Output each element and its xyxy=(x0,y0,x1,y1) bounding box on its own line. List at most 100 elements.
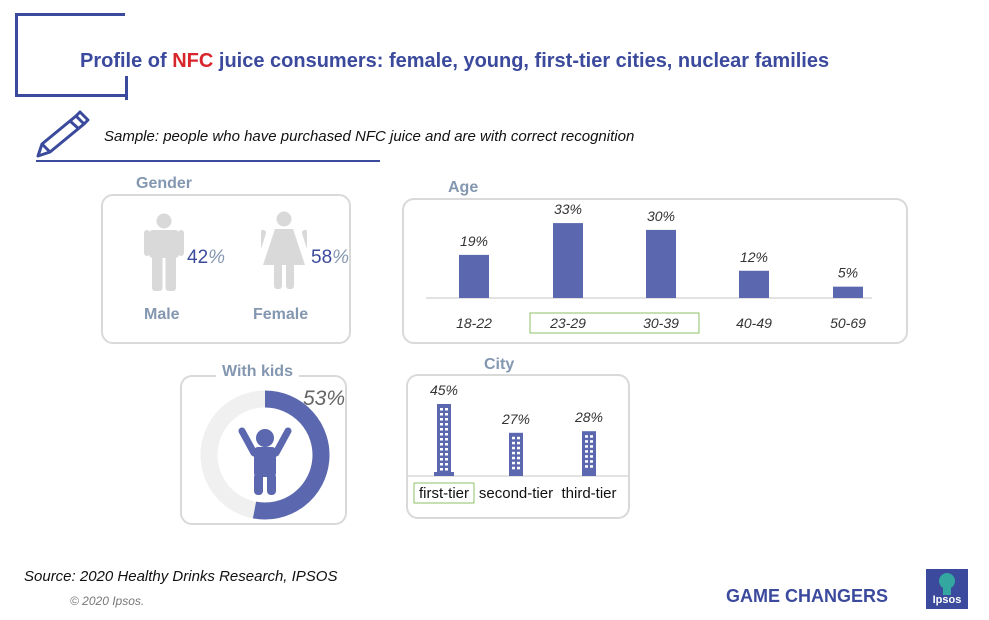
building-window xyxy=(440,453,443,456)
age-value-label-30-39: 30% xyxy=(647,208,675,224)
donut-slice-with-kids xyxy=(252,390,330,520)
building-window xyxy=(585,465,588,468)
city-title: City xyxy=(478,356,521,374)
building-window xyxy=(585,445,588,448)
age-tick-label-30-39: 30-39 xyxy=(643,315,679,331)
city-chart: 45% first-tier 27% second-tier 28% third-tier xyxy=(408,382,628,504)
age-tick-label-18-22: 18-22 xyxy=(456,315,492,331)
city-bar-second-tier xyxy=(509,432,523,476)
age-bar-30-39 xyxy=(646,229,676,298)
age-title: Age xyxy=(442,179,485,197)
building-window xyxy=(517,436,520,440)
age-panel xyxy=(402,198,908,344)
building-window xyxy=(590,440,593,443)
building-window xyxy=(440,413,443,416)
building-window xyxy=(445,453,448,456)
building-window xyxy=(440,458,443,461)
kids-percent: 53% xyxy=(303,387,346,410)
source-note: Source: 2020 Healthy Drinks Research, IP… xyxy=(24,568,338,585)
city-building-second-tier xyxy=(509,432,523,476)
kids-donut-chart xyxy=(200,390,330,520)
age-bar-23-29 xyxy=(553,223,583,298)
ipsos-logo: Ipsos xyxy=(926,569,968,609)
building-window xyxy=(517,466,520,470)
building-window xyxy=(440,438,443,441)
building-window xyxy=(445,418,448,421)
title-suffix: juice consumers: female, young, first-ti… xyxy=(213,50,830,72)
title-frame xyxy=(15,13,128,100)
city-tick-label-first-tier: first-tier xyxy=(419,485,469,502)
age-tick-label-23-29: 23-29 xyxy=(549,315,586,331)
building-window xyxy=(440,448,443,451)
tagline: GAME CHANGERS xyxy=(726,586,889,606)
male-label: Male xyxy=(144,306,180,323)
logo-text: Ipsos xyxy=(932,594,962,606)
city-tick-label-third-tier: third-tier xyxy=(561,485,616,502)
building-window xyxy=(445,458,448,461)
city-building-first-tier xyxy=(437,404,451,476)
building-window xyxy=(440,433,443,436)
building-window xyxy=(517,441,520,445)
building-window xyxy=(512,456,515,460)
building-window xyxy=(590,450,593,453)
logo-mark-icon xyxy=(939,573,955,595)
female-icon xyxy=(261,211,307,289)
male-percent-unit: % xyxy=(208,247,226,268)
building-window xyxy=(445,433,448,436)
male-icon xyxy=(144,213,184,291)
building-window xyxy=(445,468,448,471)
female-percent: 58% xyxy=(311,247,349,269)
age-highlight-box xyxy=(529,312,700,334)
building-window xyxy=(445,438,448,441)
city-panel xyxy=(406,374,630,519)
building-window xyxy=(585,450,588,453)
city-highlight-box xyxy=(413,482,475,504)
building-window xyxy=(440,408,443,411)
page-title: Profile of NFC juice consumers: female, … xyxy=(80,50,829,73)
building-window xyxy=(445,463,448,466)
building-window xyxy=(445,423,448,426)
building-window xyxy=(512,466,515,470)
age-bar-40-49 xyxy=(739,270,769,298)
male-percent-value: 42 xyxy=(187,247,209,268)
building-window xyxy=(585,455,588,458)
building-window xyxy=(440,423,443,426)
building-window xyxy=(440,443,443,446)
building-window xyxy=(517,446,520,450)
building-window xyxy=(590,445,593,448)
building-window xyxy=(590,455,593,458)
age-value-label-50-69: 5% xyxy=(838,265,858,281)
building-window xyxy=(445,428,448,431)
city-value-label-third-tier: 28% xyxy=(574,409,603,425)
building-window xyxy=(440,463,443,466)
building-window xyxy=(512,446,515,450)
age-value-label-18-22: 19% xyxy=(460,233,488,249)
city-building-third-tier xyxy=(582,431,596,476)
kids-title: With kids xyxy=(216,363,299,381)
building-window xyxy=(517,451,520,455)
sample-underline xyxy=(36,160,380,162)
building-window xyxy=(517,456,520,460)
building-window xyxy=(590,435,593,438)
gender-title: Gender xyxy=(130,175,199,193)
building-window xyxy=(585,440,588,443)
age-tick-label-40-49: 40-49 xyxy=(736,315,772,331)
building-window xyxy=(445,408,448,411)
age-value-label-40-49: 12% xyxy=(740,249,768,265)
building-window xyxy=(440,418,443,421)
female-percent-value: 58 xyxy=(311,247,333,268)
building-window xyxy=(590,460,593,463)
title-prefix: Profile of xyxy=(80,50,173,72)
building-base xyxy=(434,472,454,476)
building-window xyxy=(512,441,515,445)
age-bar-18-22 xyxy=(459,254,489,298)
title-highlight: NFC xyxy=(172,50,214,72)
age-chart: 19% 18-22 33% 23-29 30% 30-39 12% 40-49 5% 50-69 xyxy=(426,201,872,334)
age-value-label-23-29: 33% xyxy=(554,201,582,217)
copyright: © 2020 Ipsos. xyxy=(70,594,145,608)
building-window xyxy=(512,461,515,465)
building-window xyxy=(512,436,515,440)
building-window xyxy=(585,460,588,463)
building-window xyxy=(440,428,443,431)
age-tick-label-50-69: 50-69 xyxy=(830,315,866,331)
